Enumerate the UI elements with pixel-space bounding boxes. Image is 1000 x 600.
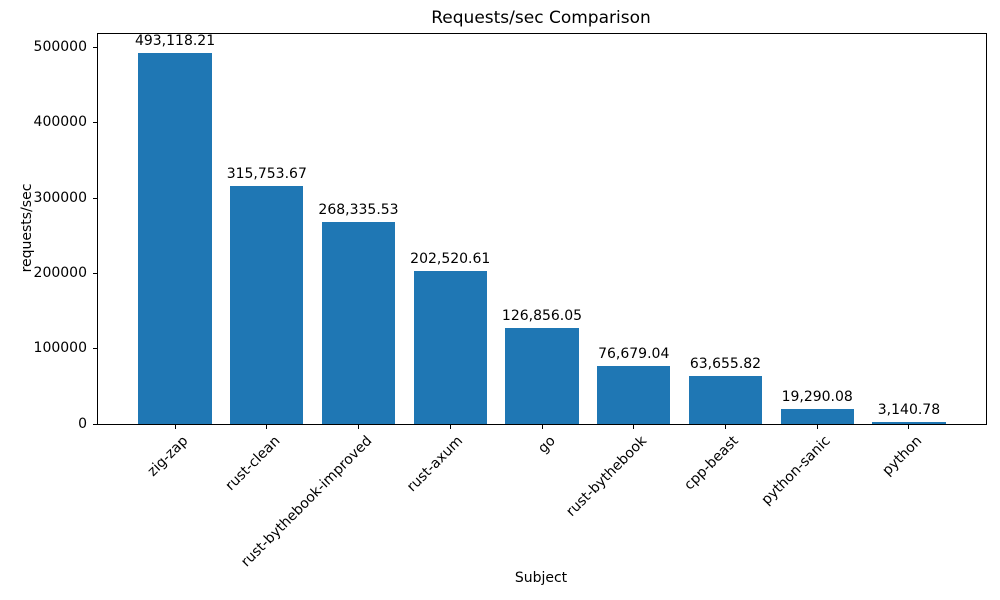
plot-area: 0 100000 200000 300000 400000 500000 493,118.2… — [34, 32, 987, 570]
bar-value-label: 19,290.08 — [781, 389, 853, 406]
bar — [321, 221, 396, 424]
bar — [872, 421, 946, 424]
y-tick-mark — [93, 122, 97, 124]
bar — [780, 409, 854, 424]
y-tick-label: 300000 — [33, 189, 87, 206]
chart-title: Requests/sec Comparison — [431, 8, 651, 28]
bar — [688, 376, 763, 424]
x-tick-mark — [816, 425, 818, 429]
bar-value-label: 315,753.67 — [226, 166, 307, 183]
bar-value-label: 268,335.53 — [318, 201, 399, 218]
x-tick-label: python-sanic — [758, 433, 834, 509]
y-tick-label: 500000 — [33, 38, 87, 55]
x-tick-label: rust-bythebook — [563, 433, 651, 520]
bar-value-label: 63,655.82 — [689, 356, 762, 373]
bar — [413, 271, 487, 424]
x-tick-label: zig-zap — [144, 433, 192, 480]
y-tick-mark — [93, 197, 97, 199]
x-tick-mark — [724, 425, 726, 429]
x-tick-mark — [908, 425, 910, 429]
bar-value-label: 126,856.05 — [501, 308, 583, 325]
bar-value-label: 202,520.61 — [410, 251, 491, 268]
y-tick-label: 400000 — [33, 114, 87, 131]
x-tick-mark — [449, 425, 451, 429]
y-tick-mark — [93, 272, 97, 274]
bar-value-label: 76,679.04 — [598, 346, 670, 363]
y-tick-label: 0 — [78, 415, 87, 432]
x-tick-mark — [358, 425, 360, 429]
y-tick-label: 200000 — [33, 264, 87, 281]
y-tick-label: 100000 — [33, 340, 87, 357]
y-tick-mark — [93, 46, 97, 48]
bar — [138, 52, 212, 424]
x-tick-mark — [633, 425, 635, 429]
bar-value-label: 493,118.21 — [134, 32, 216, 49]
bar — [230, 186, 304, 424]
x-tick-label: go — [534, 433, 559, 457]
x-axis-label: Subject — [514, 570, 568, 586]
x-tick-mark — [174, 425, 176, 429]
x-tick-label: rust-axum — [404, 433, 467, 496]
bar-value-label: 3,140.78 — [877, 401, 941, 418]
y-tick-mark — [93, 423, 97, 425]
y-tick-mark — [93, 348, 97, 350]
bar — [505, 328, 579, 424]
x-tick-mark — [541, 425, 543, 429]
bar — [597, 366, 671, 424]
x-tick-label: cpp-beast — [681, 433, 742, 494]
x-tick-mark — [266, 425, 268, 429]
x-tick-label: python — [879, 433, 926, 479]
x-tick-label: rust-clean — [222, 433, 284, 494]
